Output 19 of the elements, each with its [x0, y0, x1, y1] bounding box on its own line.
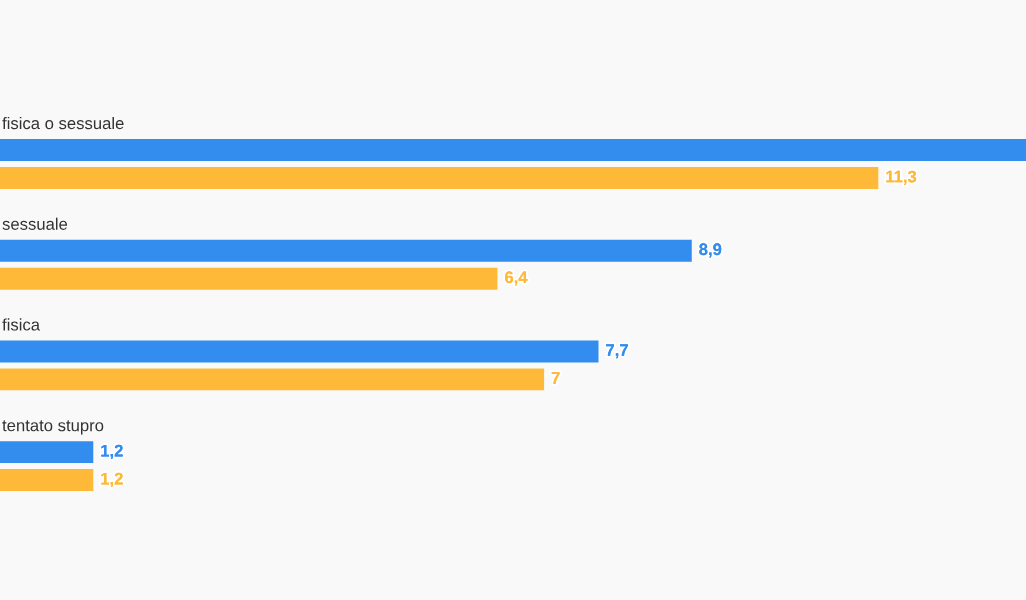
- data-label: 7: [551, 372, 560, 384]
- bar: [0, 167, 879, 189]
- y-tick-label: fisica: [2, 318, 41, 331]
- bar: [0, 368, 545, 391]
- data-label: 8,9: [699, 243, 722, 258]
- bar: [0, 441, 94, 464]
- data-label: 1,2: [101, 444, 123, 459]
- data-label: 1,2: [101, 472, 123, 487]
- data-label: 6,4: [505, 271, 528, 286]
- data-label: 7,7: [606, 344, 628, 359]
- bar: [0, 340, 599, 363]
- bar: [0, 239, 692, 262]
- data-label: 11,3: [886, 170, 917, 185]
- y-tick-label: fisica o sessuale: [2, 116, 124, 130]
- bar: [0, 139, 1026, 161]
- y-tick-label: tentato stupro: [2, 420, 104, 435]
- bar: [0, 469, 94, 492]
- y-tick-label: sessuale: [2, 217, 68, 230]
- bar: [0, 267, 498, 290]
